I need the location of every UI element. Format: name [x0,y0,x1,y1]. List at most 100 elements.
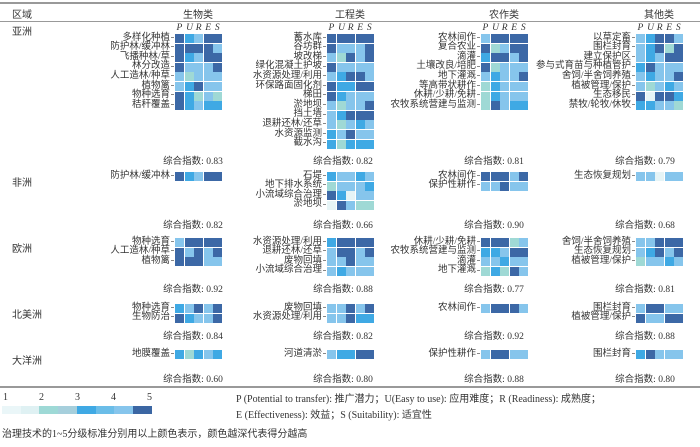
heatmap-cell [327,304,336,313]
heatmap-cell [481,34,490,43]
heatmap-cell [213,53,223,63]
score-value: 0.80 [356,375,373,385]
heatmap-cell [355,257,365,267]
heatmap-cell [346,101,356,111]
header-bio: 生物类 [183,10,213,21]
heatmap-cell [481,53,490,63]
heatmap-cell [194,313,204,323]
heatmap-cell [674,247,684,257]
row-label: 植被管理/保护 [571,81,635,92]
region-label: 北美洲 [12,310,42,321]
row-label: 飞播种林/草 [120,52,174,63]
heatmap-cell [194,53,204,63]
heatmap-cell [655,34,665,43]
row-label: 围栏封育 [593,349,635,360]
row-label: 多样化种植 [122,33,174,44]
heatmap-cell [490,266,500,276]
heatmap-cell [327,238,336,247]
heatmap-cell [346,34,356,43]
heatmap-cell [645,101,655,111]
heatmap-cell [655,247,665,257]
score-prefix: 综合指数: [313,157,357,167]
heatmap-cell [674,62,684,72]
heatmap-cell [636,247,645,257]
score-value: 0.81 [507,157,524,167]
heatmap-cell [481,257,490,267]
heatmap-cell [203,350,213,359]
heatmap-cell [346,72,356,82]
heatmap-cell [203,313,213,323]
heatmap-cell [519,62,529,72]
heatmap-cell [674,43,684,53]
heatmap-cell [645,62,655,72]
heatmap-cell [203,257,213,267]
heatmap-cell [194,43,204,53]
heatmap-cell [327,130,336,139]
heatmap-cell [664,304,674,313]
row-label: 人工造林/种草 [110,71,174,82]
composite-index: 综合指数: 0.80 [313,371,373,385]
heatmap-cell [203,91,213,101]
score-prefix: 综合指数: [163,221,207,231]
column-letter-S: S [520,23,526,33]
heatmap-cell [500,43,510,53]
legend-swatch [39,406,59,414]
heatmap-cell [213,62,223,72]
heatmap-cell [509,82,519,91]
heatmap-cell [336,62,346,72]
heatmap-cell [203,101,213,111]
heatmap-cell [365,43,375,53]
row-label: 禁牧/轮牧/休牧 [569,100,635,111]
heatmap-cell [674,101,684,111]
score-prefix: 综合指数: [313,221,357,231]
column-letter-E: E [666,23,673,33]
heatmap-cell [365,82,375,91]
heatmap-cell [327,53,336,63]
heatmap-cell [327,34,336,43]
heatmap-cell [655,101,665,111]
heatmap-cell [365,120,375,130]
heatmap-cell [355,53,365,63]
heatmap-cell [490,43,500,53]
heatmap-cell [655,62,665,72]
score-prefix: 综合指数: [615,375,659,385]
heatmap-cell [175,53,184,63]
composite-index: 综合指数: 0.88 [615,328,675,342]
heatmap-cell [500,181,510,191]
column-letter-R: R [501,23,508,33]
heatmap-cell [175,72,184,82]
legend-swatch [76,406,96,414]
heatmap-cell [655,43,665,53]
heatmap-cell [213,34,223,43]
heatmap-cell [346,139,356,149]
heatmap-cell [655,238,665,247]
heatmap-cell [327,181,336,191]
legend-swatch [132,406,152,414]
heatmap-cell [365,91,375,101]
heatmap-cell [509,34,519,43]
composite-index: 综合指数: 0.82 [163,217,223,231]
score-value: 0.82 [356,332,373,342]
heatmap-cell [184,238,194,247]
row-label: 等高带状耕作 [419,81,480,92]
heatmap-cell [481,43,490,53]
heatmap-cell [674,34,684,43]
row-label: 废物回填 [284,256,326,267]
region-header: 区域 [12,10,32,21]
heatmap-cell [674,304,684,313]
heatmap-cell [490,91,500,101]
column-letter-P: P [176,23,183,33]
heatmap-cell [184,62,194,72]
heatmap-cell [655,172,665,181]
row-label: 农牧系统营建与监测 [390,100,480,111]
legend-definitions-1: P (Potential to transfer): 推广潜力；U(Easy t… [236,394,601,405]
heatmap-cell [664,72,674,82]
heatmap-cell [655,53,665,63]
heatmap-cell [365,130,375,139]
heatmap-cell [336,350,346,359]
heatmap-cell [500,266,510,276]
heatmap-cell [184,172,194,181]
legend-number: 2 [39,392,44,403]
row-label: 物种选育 [132,303,174,314]
heatmap-cell [365,62,375,72]
